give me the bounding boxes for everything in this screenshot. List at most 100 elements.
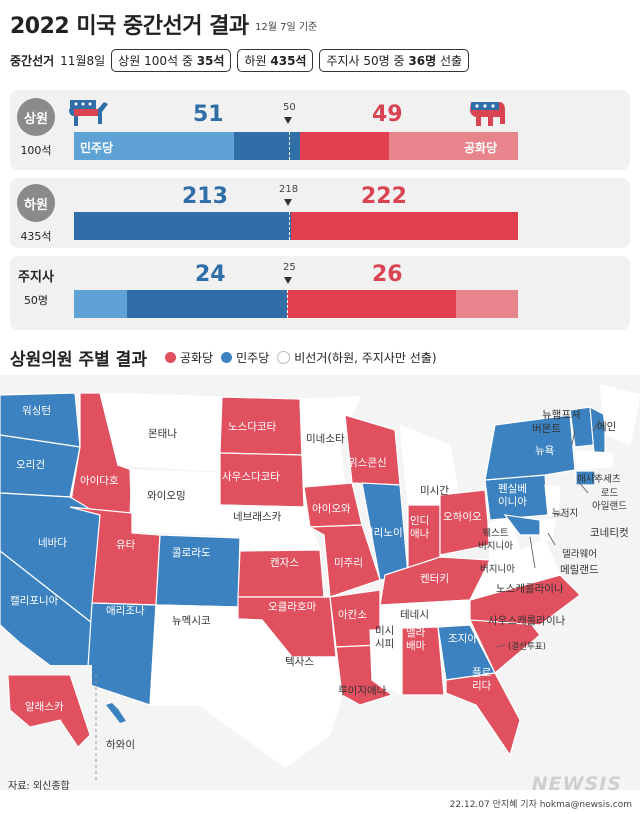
senate-rep-seats: 49	[372, 102, 403, 127]
senate-dem-label: 민주당	[80, 141, 114, 155]
label-kentucky: 켄터키	[420, 573, 449, 585]
label-washington: 워싱턴	[22, 405, 51, 417]
election-summary: 중간선거 11월8일 상원 100석 중 35석 하원 435석 주지사 50명…	[10, 48, 470, 72]
house-majority-marker	[284, 199, 292, 206]
label-vermont: 버몬트	[532, 423, 561, 435]
governor-dem-count: 24	[195, 262, 226, 287]
label-north-carolina: 노스캐롤라이나	[496, 583, 564, 595]
label-montana: 몬태나	[148, 428, 177, 440]
label-new-york: 뉴욕	[535, 445, 555, 457]
governor-rep-count: 26	[372, 262, 403, 287]
summary-tag: 중간선거	[10, 53, 55, 68]
senate-rep-label: 공화당	[464, 141, 498, 155]
label-kansas: 캔자스	[270, 557, 299, 569]
label-oklahoma: 오클라호마	[268, 601, 317, 613]
legend-none-swatch	[277, 351, 291, 364]
map-title: 상원의원 주별 결과	[10, 350, 147, 370]
state-connecticut	[575, 470, 596, 486]
state-wisconsin	[344, 414, 401, 486]
label-south-carolina: 사우스캐롤라이나	[488, 615, 566, 627]
label-rhode-island: 로드 아일랜드	[592, 488, 627, 512]
label-florida: 플로 리다	[472, 667, 492, 692]
label-alabama: 앨라 배마	[406, 627, 426, 652]
us-senate-map: 워싱턴 오리건 아이다호 몬태나 와이오밍 네바다 유타 콜로라도 캘리포니아 …	[0, 375, 640, 790]
label-nebraska: 네브래스카	[233, 511, 282, 523]
source-note: 자료: 외신종합	[8, 781, 70, 792]
page-title: 2022 미국 중간선거 결과	[10, 14, 249, 39]
state-alaska	[7, 674, 91, 748]
governor-rep-elected-segment	[287, 290, 456, 318]
governor-summary: 주지사 50명 중 36명 선출	[319, 48, 470, 72]
label-wyoming: 와이오밍	[147, 490, 186, 502]
legend-none-label: 비선거(하원, 주지사만 선출)	[294, 351, 437, 365]
house-result-panel: 하원 435석 213 222 218	[10, 178, 630, 248]
house-badge: 하원	[17, 184, 55, 222]
legend-dem-swatch	[221, 352, 233, 363]
governor-majority-line	[287, 290, 288, 318]
label-nevada: 네바다	[38, 537, 67, 549]
senate-seats: 100석	[20, 144, 52, 157]
senate-badge: 상원	[17, 98, 55, 136]
governor-rep-holdover-segment	[455, 290, 518, 318]
governor-dem-holdover-segment	[74, 290, 128, 318]
label-pennsylvania: 펜실베 이니아	[498, 483, 527, 508]
legend-rep-label: 공화당	[180, 351, 214, 365]
label-georgia-note: (결선투표)	[508, 642, 546, 652]
governor-label: 주지사	[18, 270, 54, 285]
label-south-dakota: 사우스다코타	[222, 471, 280, 483]
senate-rep-elected-segment	[300, 132, 390, 160]
label-connecticut: 코네티컷	[590, 527, 629, 539]
label-oregon: 오리건	[16, 459, 45, 471]
label-california: 캘리포니아	[10, 595, 59, 607]
state-missouri	[307, 524, 381, 598]
label-new-jersey: 뉴저지	[552, 508, 579, 519]
senate-majority-line	[289, 132, 290, 160]
senate-result-panel: 상원 100석 51 49 50 민주당 공화당	[10, 90, 630, 170]
label-texas: 텍사스	[285, 656, 314, 668]
senate-majority-marker	[284, 117, 292, 124]
governor-count-bar	[74, 290, 518, 318]
state-massachusetts	[575, 450, 613, 470]
senate-dem-holdover-segment	[74, 132, 234, 160]
house-seats: 435석	[20, 230, 52, 243]
state-hawaii	[106, 703, 126, 723]
governor-result-panel: 주지사 50명 24 26 25	[10, 256, 630, 330]
as-of-date: 12월 7일 기준	[255, 22, 318, 33]
senate-summary: 상원 100석 중 35석	[111, 48, 232, 72]
senate-rep-holdover-segment	[389, 132, 518, 160]
state-virginia	[468, 539, 561, 601]
label-colorado: 콜로라도	[172, 547, 211, 559]
label-wisconsin: 위스콘신	[348, 457, 387, 469]
house-seat-bar	[74, 212, 518, 240]
label-georgia: 조지아	[448, 633, 477, 645]
label-louisiana: 루이지애나	[338, 685, 387, 697]
state-new-york	[484, 414, 576, 481]
senate-dem-seats: 51	[193, 102, 224, 127]
label-west-virginia: 웨스트 버지니아	[478, 528, 513, 552]
state-maryland	[503, 514, 541, 536]
state-delaware	[539, 518, 556, 541]
state-maine	[599, 384, 640, 446]
house-majority-label: 218	[279, 184, 299, 195]
label-mississippi: 미시 시피	[375, 625, 395, 650]
newsis-logo: NEWSIS	[531, 773, 622, 795]
summary-date: 11월8일	[60, 53, 106, 68]
republican-elephant-icon	[470, 102, 505, 126]
label-new-mexico: 뉴멕시코	[172, 615, 211, 627]
house-dem-segment	[74, 212, 292, 240]
label-alaska: 알래스카	[25, 701, 64, 713]
house-majority-line	[289, 212, 290, 240]
senate-seat-bar	[74, 132, 518, 160]
label-tennessee: 테네시	[400, 609, 429, 621]
governor-seats: 50명	[23, 294, 49, 307]
label-iowa: 아이오와	[312, 503, 351, 515]
label-maine: 메인	[597, 421, 617, 433]
label-massachusetts: 매사추세츠	[577, 474, 621, 485]
democratic-donkey-icon	[69, 100, 108, 126]
label-indiana: 인디 애나	[410, 515, 430, 540]
state-alabama	[401, 626, 445, 696]
governor-majority-marker	[284, 277, 292, 284]
house-dem-seats: 213	[182, 184, 228, 209]
label-minnesota: 미네소타	[306, 433, 345, 445]
senate-dem-elected-segment	[233, 132, 301, 160]
